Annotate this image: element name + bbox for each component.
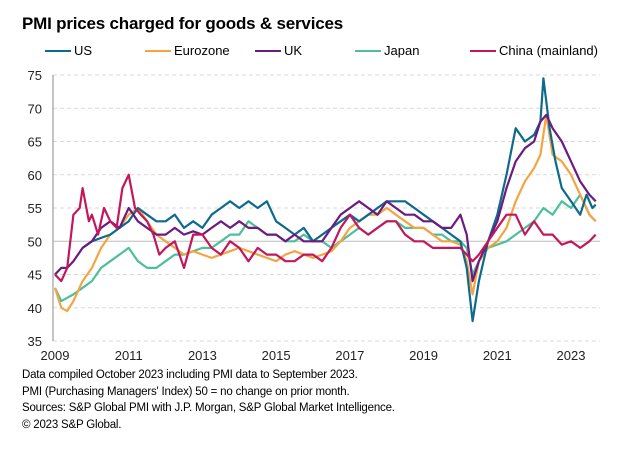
legend: US Eurozone UK Japan China (mainland) xyxy=(45,43,598,58)
footnote-sources: Sources: S&P Global PMI with J.P. Morgan… xyxy=(22,402,395,414)
y-tick-label: 40 xyxy=(28,301,42,316)
legend-label-us: US xyxy=(74,43,93,58)
y-tick-label: 60 xyxy=(28,168,42,183)
legend-label-japan: Japan xyxy=(384,43,420,58)
x-tick-label: 2023 xyxy=(557,348,586,363)
y-tick-label: 70 xyxy=(28,101,42,116)
y-tick-label: 50 xyxy=(28,234,42,249)
y-tick-label: 45 xyxy=(28,268,42,283)
x-tick-label: 2017 xyxy=(335,348,364,363)
legend-item-eurozone: Eurozone xyxy=(145,43,255,58)
x-tick-label: 2021 xyxy=(483,348,512,363)
legend-swatch-eurozone xyxy=(145,49,171,52)
legend-label-china: China (mainland) xyxy=(499,43,598,58)
footnote-definition: PMI (Purchasing Managers' Index) 50 = no… xyxy=(22,385,350,398)
legend-label-uk: UK xyxy=(284,43,303,58)
series-line-uk xyxy=(54,113,597,283)
x-tick-label: 2013 xyxy=(188,348,217,363)
y-tick-label: 65 xyxy=(28,135,42,150)
x-tick-label: 2011 xyxy=(115,348,143,363)
y-tick-label: 35 xyxy=(28,334,42,349)
legend-swatch-japan xyxy=(355,49,381,52)
series-line-japan xyxy=(54,193,597,303)
footnote-compiled: Data compiled October 2023 including PMI… xyxy=(22,369,358,381)
x-tick-label: 2009 xyxy=(41,348,70,363)
legend-item-japan: Japan xyxy=(355,43,470,58)
x-tick-label: 2015 xyxy=(262,348,291,363)
legend-item-china: China (mainland) xyxy=(470,43,598,58)
series-line-us xyxy=(81,77,597,323)
footnotes: Data compiled October 2023 including PMI… xyxy=(22,367,395,433)
series-line-china-mainland xyxy=(54,173,597,283)
legend-item-us: US xyxy=(45,43,145,58)
legend-item-uk: UK xyxy=(255,43,355,58)
legend-swatch-uk xyxy=(255,49,281,52)
legend-swatch-us xyxy=(45,49,71,52)
series-line-eurozone xyxy=(53,113,597,313)
legend-swatch-china xyxy=(470,49,496,52)
chart-title: PMI prices charged for goods & services xyxy=(22,14,343,33)
legend-label-eurozone: Eurozone xyxy=(174,43,230,58)
footnote-copyright: © 2023 S&P Global. xyxy=(22,418,122,431)
x-tick-label: 2019 xyxy=(409,348,438,363)
y-tick-label: 55 xyxy=(28,201,42,216)
y-tick-label: 75 xyxy=(28,68,42,83)
